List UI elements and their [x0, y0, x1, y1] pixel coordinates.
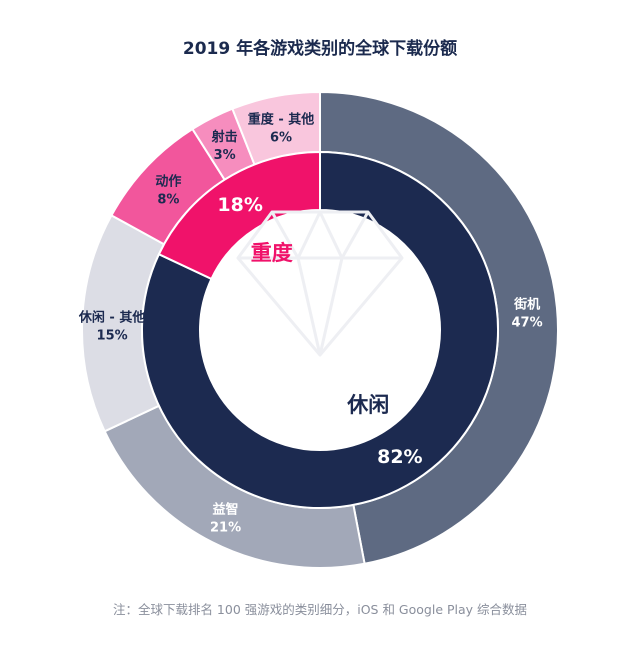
outer-label-name-街机: 街机 [513, 296, 540, 312]
outer-label-pct-重度---其他: 6% [270, 131, 292, 146]
outer-label-name-益智: 益智 [213, 501, 239, 517]
outer-label-name-动作: 动作 [155, 174, 181, 190]
diamond-icon [236, 210, 404, 357]
labels: 街机 47% 益智 21% 休闲 - 其他 15% 动作 8% 射击 3% 重度 - 其他 6% 82%… [78, 112, 543, 536]
outer-label-name-休闲---其他: 休闲 - 其他 [78, 309, 145, 325]
inner-label-name-重度: 重度 [251, 241, 293, 265]
outer-label-pct-街机: 47% [512, 315, 543, 330]
inner-slice-休闲 [141, 150, 499, 509]
outer-label-pct-动作: 8% [157, 193, 179, 208]
chart-note: 注：全球下载排名 100 强游戏的类别细分，iOS 和 Google Play … [112, 602, 528, 617]
inner-ring [141, 150, 499, 509]
outer-label-pct-休闲---其他: 15% [97, 328, 128, 343]
inner-slice-重度 [157, 150, 321, 281]
outer-label-pct-益智: 21% [210, 520, 241, 535]
chart-title: 2019 年各游戏类别的全球下载份额 [182, 39, 458, 59]
inner-label-pct-重度: 18% [217, 194, 262, 216]
outer-label-name-重度---其他: 重度 - 其他 [248, 112, 314, 128]
inner-label-name-休闲: 休闲 [346, 393, 389, 417]
inner-label-pct-休闲: 82% [377, 446, 422, 468]
outer-label-name-射击: 射击 [211, 129, 238, 145]
outer-label-pct-射击: 3% [214, 148, 236, 163]
